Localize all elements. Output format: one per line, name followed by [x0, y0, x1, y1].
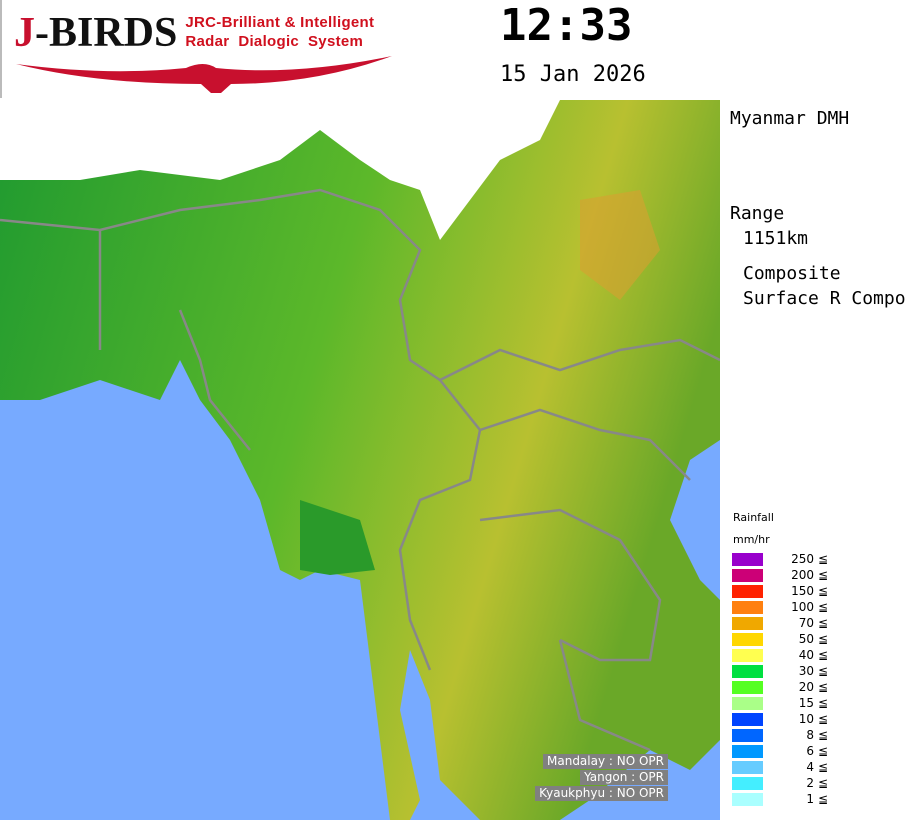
- range-label: Range: [730, 203, 785, 224]
- legend-swatch: [732, 600, 763, 614]
- agency-label: Myanmar DMH: [730, 108, 850, 129]
- legend-operator: ≦: [818, 712, 829, 726]
- legend-value: 200: [791, 568, 814, 582]
- legend-swatch: [732, 776, 763, 790]
- eagle-icon: [16, 56, 392, 93]
- clock-date: 15 Jan 2026: [500, 62, 646, 87]
- land: [0, 100, 720, 820]
- legend-swatch: [732, 760, 763, 774]
- legend-item: 6 ≦: [732, 744, 832, 758]
- ridge: [580, 190, 660, 300]
- legend-operator: ≦: [818, 552, 829, 566]
- legend-item: 4 ≦: [732, 760, 832, 774]
- radar-status-kyaukphyu: Kyaukphyu : NO OPR: [535, 786, 668, 801]
- legend-operator: ≦: [818, 792, 829, 806]
- logo-wordmark: J -BIRDS: [14, 10, 177, 56]
- legend-item: 100 ≦: [732, 600, 832, 614]
- legend-title: Rainfall: [733, 511, 774, 524]
- legend-item: 15 ≦: [732, 696, 832, 710]
- legend-swatch: [732, 712, 763, 726]
- logo-subtitle-2: Radar Dialogic System: [185, 33, 364, 50]
- legend-operator: ≦: [818, 728, 829, 742]
- legend-operator: ≦: [818, 664, 829, 678]
- legend-operator: ≦: [818, 648, 829, 662]
- legend-value: 40: [798, 648, 814, 662]
- legend-item: 250 ≦: [732, 552, 832, 566]
- legend-item: 200 ≦: [732, 568, 832, 582]
- legend-swatch: [732, 568, 763, 582]
- legend-operator: ≦: [818, 584, 829, 598]
- legend-operator: ≦: [818, 696, 829, 710]
- legend-swatch: [732, 744, 763, 758]
- legend-value: 10: [798, 712, 814, 726]
- legend-value: 15: [798, 696, 814, 710]
- delta-land: [300, 500, 375, 575]
- legend-unit: mm/hr: [733, 533, 770, 546]
- legend-value: 50: [798, 632, 814, 646]
- legend-item: 10 ≦: [732, 712, 832, 726]
- radar-status-mandalay: Mandalay : NO OPR: [543, 754, 668, 769]
- logo-subtitle-1: JRC-Brilliant & Intelligent: [185, 14, 375, 31]
- legend-operator: ≦: [818, 568, 829, 582]
- legend-value: 2: [806, 776, 814, 790]
- logo-letter: J: [14, 10, 35, 56]
- legend-operator: ≦: [818, 776, 829, 790]
- legend-swatch: [732, 648, 763, 662]
- legend-value: 20: [798, 680, 814, 694]
- radar-status-yangon: Yangon : OPR: [580, 770, 668, 785]
- logo-subtitles: JRC-Brilliant & Intelligent Radar Dialog…: [185, 10, 374, 50]
- legend-value: 70: [798, 616, 814, 630]
- legend-operator: ≦: [818, 680, 829, 694]
- legend-value: 150: [791, 584, 814, 598]
- radar-status-list: Mandalay : NO OPR Yangon : OPR Kyaukphyu…: [535, 754, 668, 801]
- legend-item: 50 ≦: [732, 632, 832, 646]
- legend-swatch: [732, 680, 763, 694]
- legend-item: 40 ≦: [732, 648, 832, 662]
- logo-name: -BIRDS: [35, 10, 178, 56]
- legend-swatch: [732, 552, 763, 566]
- legend-item: 150 ≦: [732, 584, 832, 598]
- legend-operator: ≦: [818, 760, 829, 774]
- legend-operator: ≦: [818, 744, 829, 758]
- legend-item: 70 ≦: [732, 616, 832, 630]
- legend-swatch: [732, 696, 763, 710]
- legend-swatch: [732, 632, 763, 646]
- logo-row: J -BIRDS JRC-Brilliant & Intelligent Rad…: [14, 10, 374, 56]
- legend-swatch: [732, 728, 763, 742]
- legend-value: 4: [806, 760, 814, 774]
- legend-operator: ≦: [818, 632, 829, 646]
- snow-region: [0, 100, 560, 240]
- legend-swatch: [732, 664, 763, 678]
- jbirds-logo: J -BIRDS JRC-Brilliant & Intelligent Rad…: [0, 0, 400, 98]
- legend-item: 30 ≦: [732, 664, 832, 678]
- legend-value: 6: [806, 744, 814, 758]
- legend-value: 100: [791, 600, 814, 614]
- legend-operator: ≦: [818, 600, 829, 614]
- radar-map[interactable]: [0, 100, 720, 820]
- country-borders: [0, 188, 720, 752]
- product-line-1: Composite: [743, 263, 841, 284]
- legend-operator: ≦: [818, 616, 829, 630]
- legend-swatch: [732, 616, 763, 630]
- legend-value: 250: [791, 552, 814, 566]
- legend-item: 1 ≦: [732, 792, 832, 806]
- legend-item: 8 ≦: [732, 728, 832, 742]
- product-line-2: Surface R Compo: [743, 288, 906, 309]
- legend-value: 1: [806, 792, 814, 806]
- legend-item: 20 ≦: [732, 680, 832, 694]
- legend-swatch: [732, 584, 763, 598]
- clock-time: 12:33: [500, 0, 633, 51]
- range-value: 1151km: [743, 228, 809, 249]
- legend-value: 8: [806, 728, 814, 742]
- legend-value: 30: [798, 664, 814, 678]
- legend-swatch: [732, 792, 763, 806]
- legend-item: 2 ≦: [732, 776, 832, 790]
